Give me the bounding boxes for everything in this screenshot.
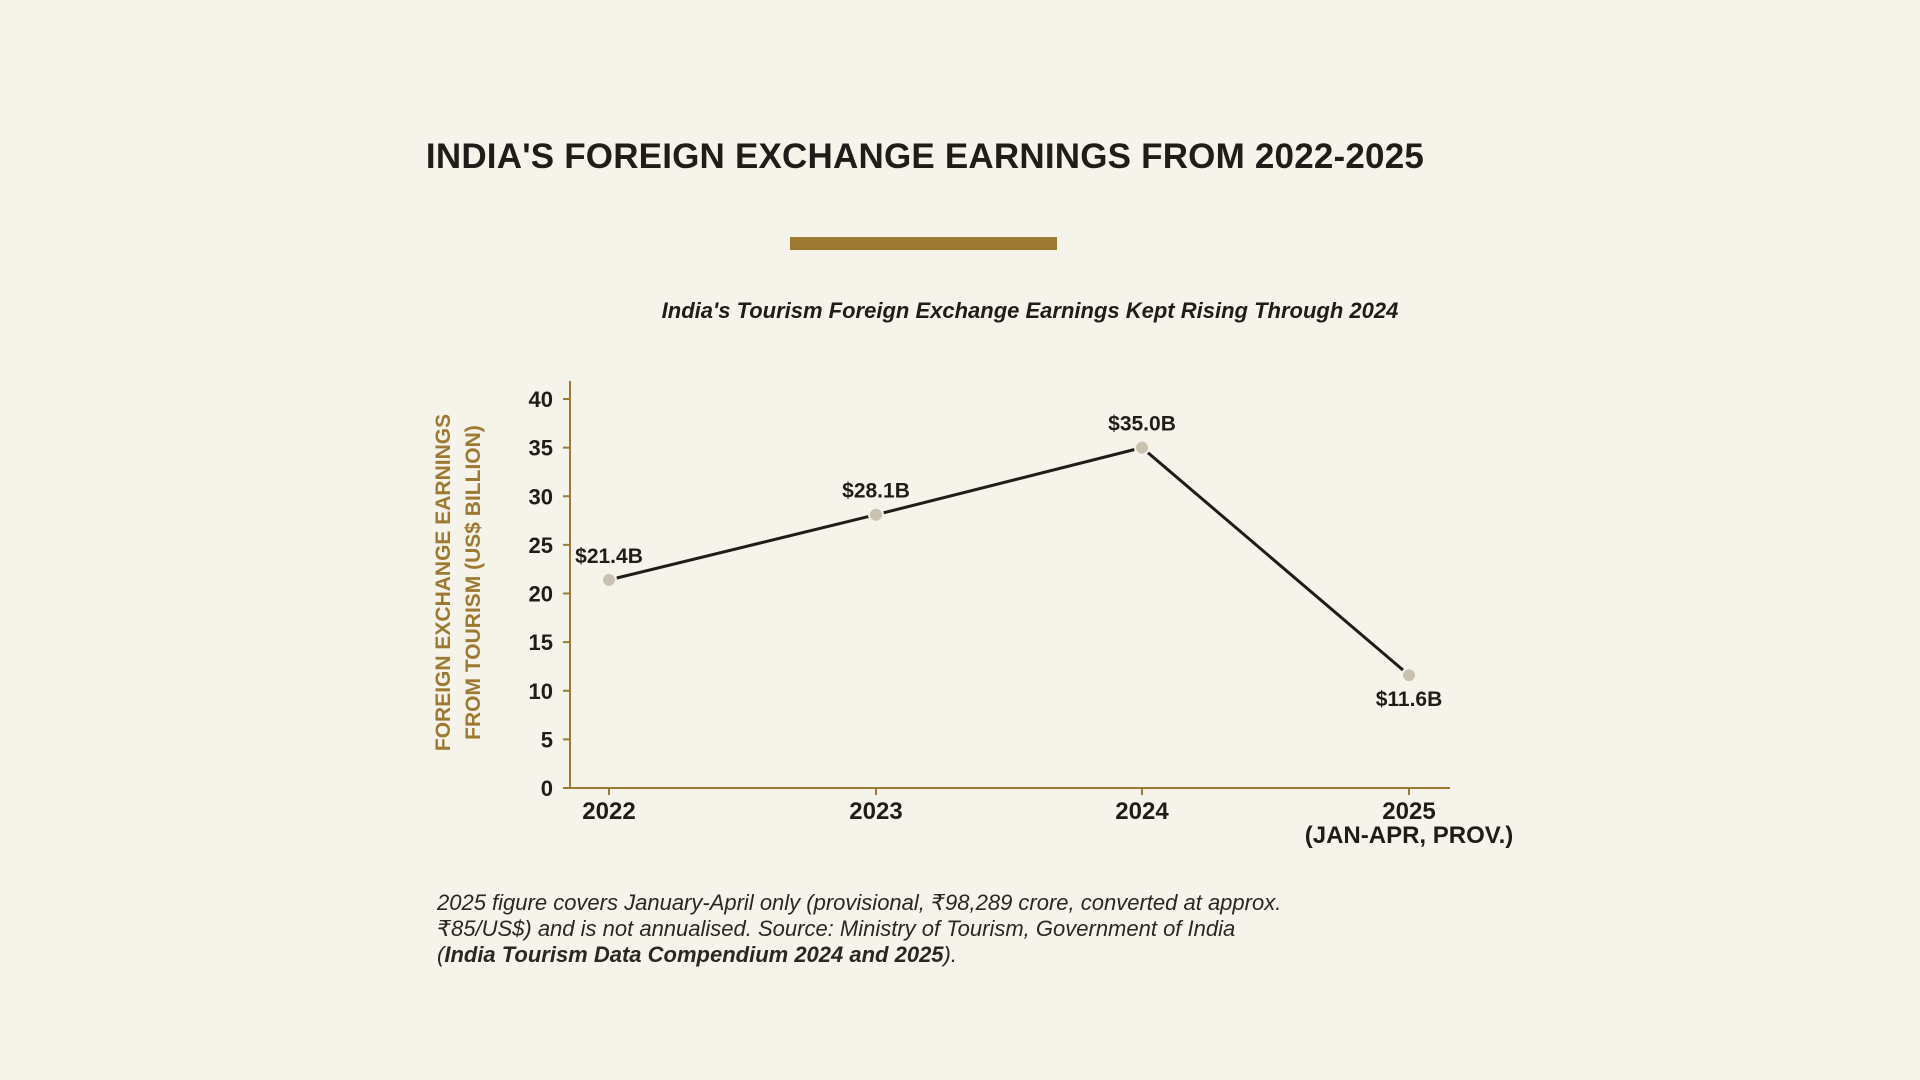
data-label: $35.0B xyxy=(1108,413,1176,436)
y-tick-label: 40 xyxy=(529,387,553,412)
y-tick-label: 0 xyxy=(541,776,553,801)
x-tick-label: 2024 xyxy=(1115,798,1169,825)
y-tick-label: 25 xyxy=(529,533,553,558)
x-tick-sublabel: (JAN-APR, PROV.) xyxy=(1305,822,1513,849)
page-title: INDIA'S FOREIGN EXCHANGE EARNINGS FROM 2… xyxy=(425,137,1425,176)
data-label: $28.1B xyxy=(842,480,910,503)
y-axis-title: FROM TOURISM (US$ BILLION) xyxy=(462,425,485,740)
x-tick-label: 2025 xyxy=(1382,798,1435,825)
data-point xyxy=(868,506,884,523)
data-label: $21.4B xyxy=(575,545,643,568)
series-line xyxy=(607,446,1411,677)
y-tick-label: 5 xyxy=(541,727,553,752)
chart-title: India's Tourism Foreign Exchange Earning… xyxy=(661,298,1399,323)
x-tick-label: 2023 xyxy=(849,798,902,825)
data-point xyxy=(601,571,617,588)
footnote-text-end: ). xyxy=(943,942,957,967)
y-tick-label: 35 xyxy=(529,436,553,461)
footnote-source-title: India Tourism Data Compendium 2024 and 2… xyxy=(444,942,944,967)
x-tick-label: 2022 xyxy=(582,798,635,825)
y-tick-label: 15 xyxy=(529,630,553,655)
data-point xyxy=(1401,667,1417,684)
y-axis-title: FOREIGN EXCHANGE EARNINGS xyxy=(432,414,455,751)
y-tick-label: 30 xyxy=(529,484,553,509)
title-underline xyxy=(790,237,1057,250)
data-point xyxy=(1134,439,1150,456)
y-tick-label: 10 xyxy=(529,679,553,704)
footnote: 2025 figure covers January-April only (p… xyxy=(437,890,1297,968)
data-label: $11.6B xyxy=(1376,688,1443,711)
footnote-text: 2025 figure covers January-April only (p… xyxy=(437,890,1282,967)
y-tick-label: 20 xyxy=(529,582,553,607)
